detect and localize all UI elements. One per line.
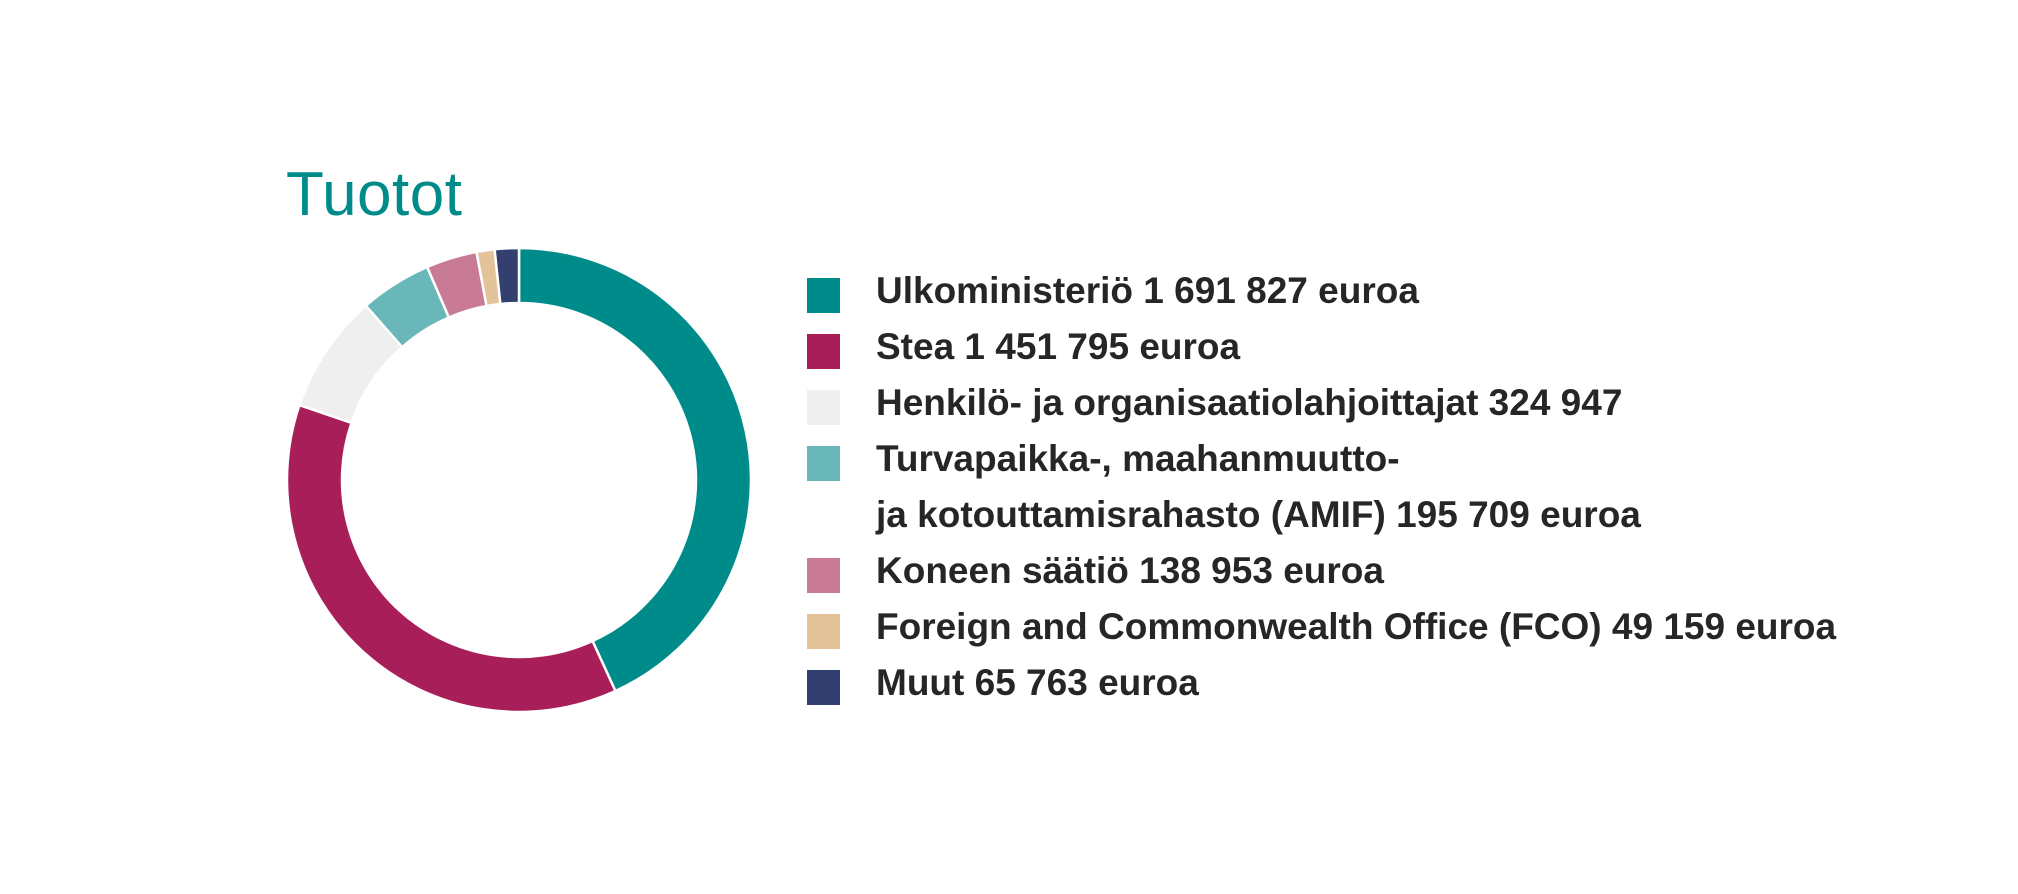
chart-title: Tuotot <box>286 159 463 229</box>
legend-swatch-2 <box>807 334 840 369</box>
legend-swatch-4 <box>807 446 840 481</box>
donut-slice-2 <box>285 403 617 714</box>
legend-label-4-line-2: ja kotouttamisrahasto (AMIF) 195 709 eur… <box>876 494 1641 535</box>
legend-item-6: Foreign and Commonwealth Office (FCO) 49… <box>805 599 1836 655</box>
legend-label-3: Henkilö- ja organisaatiolahjoittajat 324… <box>876 382 1623 423</box>
legend-swatch-3 <box>807 390 840 425</box>
legend-label-1: Ulkoministeriö 1 691 827 euroa <box>876 270 1419 311</box>
legend-swatch-5 <box>807 558 840 593</box>
legend-item-2: Stea 1 451 795 euroa <box>805 319 1836 375</box>
legend-label-7: Muut 65 763 euroa <box>876 662 1199 703</box>
legend-swatch-1 <box>807 278 840 313</box>
legend-label-2: Stea 1 451 795 euroa <box>876 326 1241 367</box>
legend-swatch-6 <box>807 614 840 649</box>
legend-label-6: Foreign and Commonwealth Office (FCO) 49… <box>876 606 1837 647</box>
donut-slice-7 <box>493 246 521 306</box>
legend-label-5: Koneen säätiö 138 953 euroa <box>876 550 1384 591</box>
legend-item-7: Muut 65 763 euroa <box>805 655 1836 711</box>
chart-legend: Ulkoministeriö 1 691 827 euroa Stea 1 451… <box>805 263 1836 711</box>
legend-item-1: Ulkoministeriö 1 691 827 euroa <box>805 263 1836 319</box>
legend-item-5: Koneen säätiö 138 953 euroa <box>805 543 1836 599</box>
legend-item-4: Turvapaikka-, maahanmuutto-ja kotouttami… <box>805 431 1836 543</box>
legend-swatch-7 <box>807 670 840 705</box>
donut-slice-1 <box>517 246 753 693</box>
legend-label-4-line-1: Turvapaikka-, maahanmuutto- <box>876 438 1400 479</box>
legend-item-3: Henkilö- ja organisaatiolahjoittajat 324… <box>805 375 1836 431</box>
